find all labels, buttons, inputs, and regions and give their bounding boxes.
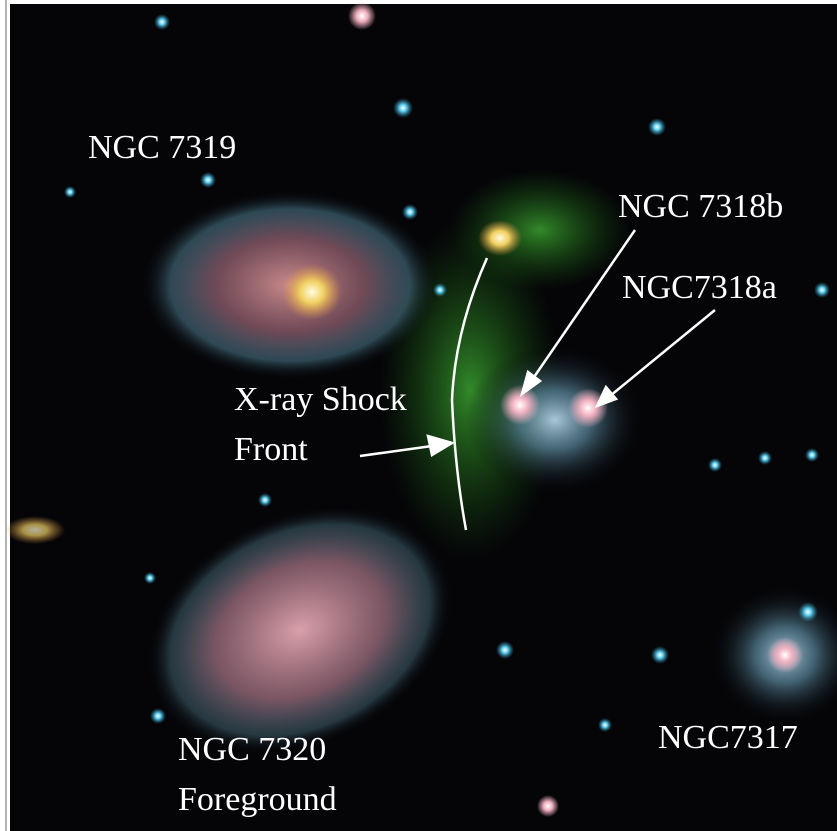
label: NGC7317 — [658, 719, 798, 756]
galaxy-ngc7318-halo — [465, 345, 645, 495]
edge-galaxy — [5, 516, 65, 544]
galaxy-core — [767, 637, 803, 673]
star — [648, 118, 666, 136]
star — [651, 646, 669, 664]
arrow-shock — [359, 444, 433, 458]
arrow-head — [594, 384, 619, 409]
star — [154, 14, 170, 30]
star — [814, 282, 830, 298]
star — [402, 204, 418, 220]
arrow-ngc7318b — [530, 229, 637, 381]
star — [758, 451, 772, 465]
label: NGC 7320 — [178, 731, 326, 768]
star — [798, 602, 818, 622]
star — [200, 172, 216, 188]
label: Front — [234, 431, 308, 468]
green-glow — [450, 170, 630, 290]
galaxy-ngc7318a — [568, 388, 608, 428]
arrow-ngc7318a — [609, 309, 716, 397]
label: X-ray Shock — [234, 381, 407, 418]
star — [258, 493, 272, 507]
galaxy-core — [282, 264, 342, 320]
star — [393, 98, 413, 118]
label: NGC 7319 — [88, 129, 236, 166]
stars — [64, 2, 830, 817]
star — [537, 795, 559, 817]
star — [598, 718, 612, 732]
star — [805, 448, 819, 462]
label: NGC 7318b — [618, 188, 783, 225]
arrow-head — [426, 434, 456, 457]
star — [144, 572, 156, 584]
galaxy-ngc7318b — [500, 385, 540, 425]
galaxy-ngc7320 — [147, 505, 453, 755]
shock-front-line — [450, 257, 489, 531]
star — [496, 641, 514, 659]
arrow-head — [519, 369, 543, 398]
label: Foreground — [178, 781, 337, 818]
star — [64, 186, 76, 198]
star — [708, 458, 722, 472]
knot — [478, 220, 522, 256]
label: NGC7318a — [622, 269, 777, 306]
star — [150, 708, 166, 724]
star — [433, 283, 447, 297]
star — [348, 2, 376, 30]
arrows — [359, 229, 716, 458]
